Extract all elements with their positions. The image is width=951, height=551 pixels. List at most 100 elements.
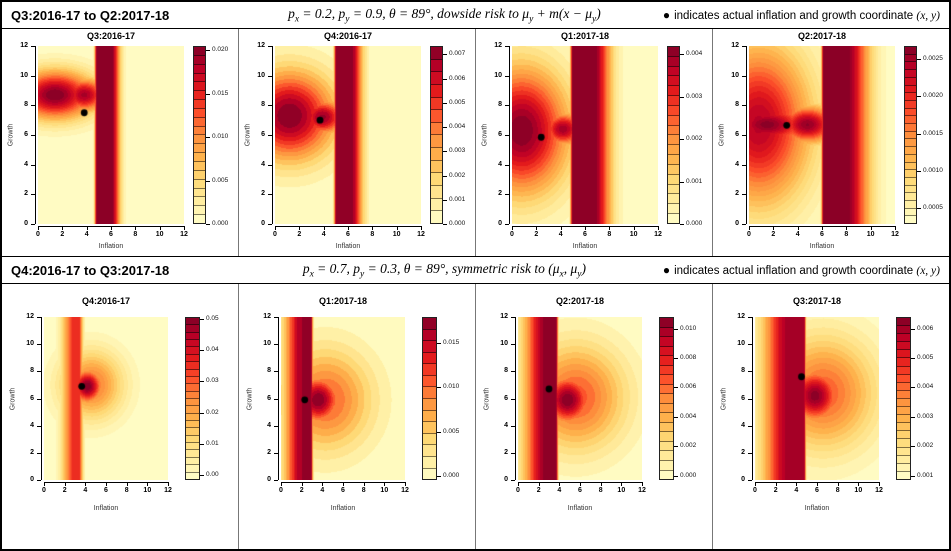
colorbar-tick-label: 0.002 <box>917 442 934 450</box>
colorbar-segment <box>660 460 673 471</box>
formula-segment: θ = 89°, <box>389 5 438 21</box>
colorbar-segment <box>668 194 679 205</box>
x-tick-label: 4 <box>794 487 799 494</box>
y-tick <box>268 164 272 166</box>
colorbar-segment <box>423 399 436 411</box>
colorbar-tick-label: 0.001 <box>917 471 934 479</box>
colorbar-tick <box>206 224 210 225</box>
colorbar-segment <box>431 211 442 223</box>
colorbar-tick <box>200 318 204 320</box>
colorbar-segment <box>194 82 205 92</box>
y-tick <box>742 46 746 47</box>
colorbar-segment <box>905 54 916 63</box>
x-tick-label: 4 <box>321 231 326 238</box>
colorbar-tick <box>911 475 915 477</box>
colorbar-tick <box>206 50 210 52</box>
colorbar-tick-label: 0.020 <box>212 46 229 54</box>
subplot-q1-2017-18: Q1:2017-18 Growth Inflation 0 2 4 6 8 10 12 0 2 4 6 8 1… <box>239 284 476 549</box>
colorbar-segment <box>186 406 199 414</box>
colorbar-tick-label: 0.003 <box>917 412 934 420</box>
y-tick <box>37 317 41 318</box>
section-header-1: Q3:2016-17 to Q2:2017-18 px = 0.2, py = … <box>2 2 949 29</box>
y-tick <box>31 164 35 166</box>
y-tick <box>274 480 278 481</box>
y-axis-label: Growth <box>483 387 491 410</box>
colorbar-tick-label: 0.04 <box>206 345 219 353</box>
colorbar-segment <box>668 76 679 87</box>
x-tick-label: 4 <box>795 231 800 238</box>
y-tick <box>37 425 41 427</box>
colorbar-tick-label: 0.001 <box>686 177 703 185</box>
x-tick <box>363 482 365 486</box>
y-tick <box>748 425 752 427</box>
colorbar-segment <box>897 455 910 464</box>
colorbar-segment <box>194 170 205 180</box>
colorbar-segment <box>897 326 910 335</box>
y-tick <box>31 46 35 47</box>
y-tick-label: 10 <box>26 340 34 348</box>
y-tick-label: 4 <box>504 421 508 429</box>
colorbar-segment <box>423 445 436 457</box>
y-tick-label: 8 <box>741 367 745 375</box>
axis-line-y <box>509 46 510 224</box>
colorbar-segment <box>194 73 205 83</box>
x-tick <box>536 226 538 230</box>
colorbar-segment <box>194 197 205 207</box>
formula-segment: p <box>338 5 346 21</box>
colorbar-segment <box>668 174 679 185</box>
x-tick <box>895 226 896 230</box>
y-tick <box>37 344 41 346</box>
colorbar-tick <box>911 358 915 360</box>
y-tick-label: 0 <box>267 476 271 483</box>
x-tick <box>633 226 635 230</box>
x-tick <box>609 226 611 230</box>
y-tick <box>268 135 272 136</box>
colorbar-segment <box>668 66 679 77</box>
colorbar-segment <box>905 70 916 78</box>
colorbar-segment <box>431 148 442 161</box>
x-tick-label: 10 <box>155 231 164 238</box>
x-tick-label: 6 <box>346 231 350 238</box>
y-tick-label: 0 <box>735 220 739 227</box>
colorbar-segment <box>660 394 673 404</box>
colorbar-tick <box>680 181 684 183</box>
colorbar-segment <box>423 364 436 376</box>
section-header-2: Q4:2016-17 to Q3:2017-18 px = 0.7, py = … <box>2 257 949 284</box>
x-tick <box>62 226 64 230</box>
y-tick-label: 2 <box>504 448 508 456</box>
x-tick-label: 8 <box>370 231 375 238</box>
colorbar-segment <box>431 160 442 174</box>
y-tick-label: 4 <box>267 421 271 429</box>
legend-text: indicates actual inflation and growth co… <box>674 10 914 22</box>
colorbar-segment <box>905 100 916 109</box>
heatmap-canvas <box>281 317 405 480</box>
colorbar-segment <box>423 329 436 342</box>
x-tick <box>658 226 659 230</box>
colorbar-tick <box>443 151 447 153</box>
colorbar-segment <box>423 341 436 353</box>
colorbar-tick-label: 0.0025 <box>923 55 943 63</box>
formula-segment: x <box>294 14 300 25</box>
colorbar-segment <box>194 55 205 65</box>
colorbar-segment <box>660 327 673 338</box>
colorbar-segment <box>186 340 199 348</box>
colorbar-tick <box>917 207 921 209</box>
colorbar-segment <box>897 463 910 472</box>
x-tick <box>559 482 561 486</box>
axis-line-y <box>746 46 747 224</box>
colorbar-tick-label: 0.05 <box>206 314 219 322</box>
formula-segment: , μ <box>563 260 578 276</box>
x-tick <box>512 226 513 230</box>
x-tick <box>560 226 562 230</box>
y-tick <box>748 344 752 346</box>
colorbar-tick-label: 0.005 <box>212 176 229 184</box>
subplot-q3-2016-17: Q3:2016-17 Growth Inflation 0 2 4 6 8 10 12 0 2 4 6 8 1… <box>2 29 239 256</box>
colorbar-segment <box>905 85 916 94</box>
colorbar-segment <box>186 376 199 385</box>
y-tick <box>505 46 509 47</box>
colorbar-segment <box>668 214 679 223</box>
colorbar-segment <box>186 354 199 363</box>
colorbar-tick-label: 0.015 <box>443 339 460 347</box>
colorbar-segment <box>897 439 910 448</box>
y-tick <box>748 398 752 400</box>
